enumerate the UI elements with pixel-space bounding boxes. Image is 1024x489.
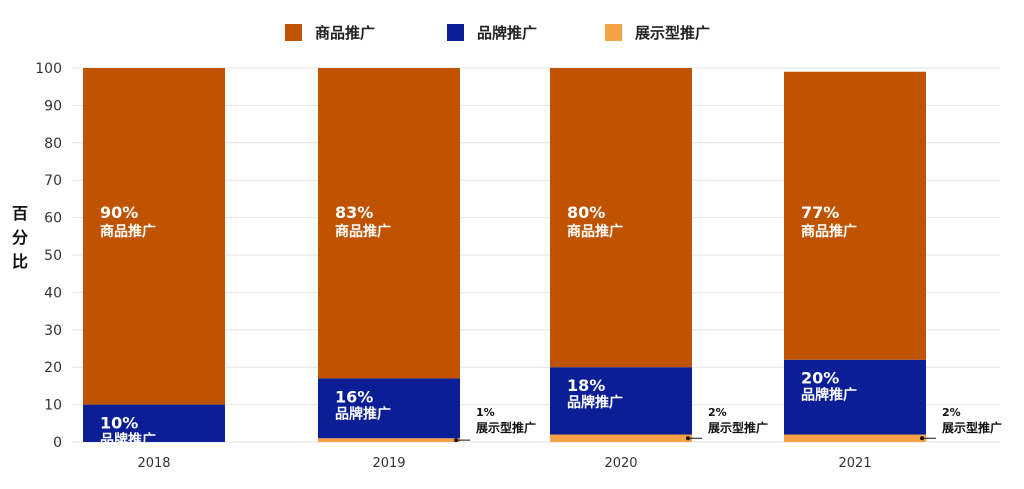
y-axis-label-char: 分 — [12, 228, 28, 247]
y-tick-label: 90 — [44, 98, 62, 114]
y-tick-label: 40 — [44, 285, 62, 301]
legend-label: 展示型推广 — [635, 24, 710, 42]
segment-labels: 90%商品推广10%品牌推广83%商品推广16%品牌推广80%商品推广18%品牌… — [100, 203, 857, 449]
y-axis-label-char: 比 — [12, 252, 28, 271]
x-tick-label: 2019 — [372, 456, 405, 471]
callout-name: 展示型推广 — [942, 420, 1002, 435]
y-axis-ticks: 0 10 20 30 40 50 60 70 80 90 100 — [35, 61, 62, 451]
y-tick-label: 80 — [44, 136, 62, 152]
x-tick-label: 2021 — [838, 456, 871, 471]
legend-label: 品牌推广 — [477, 24, 537, 42]
legend-swatch — [605, 24, 622, 41]
x-tick-label: 2020 — [604, 456, 637, 471]
segment-label-value: 18% — [567, 376, 605, 395]
y-tick-label: 50 — [44, 248, 62, 264]
bar-segment — [550, 68, 692, 368]
x-tick-label: 2018 — [137, 456, 170, 471]
segment-label-name: 商品推广 — [335, 223, 391, 240]
y-tick-label: 20 — [44, 360, 62, 376]
bar-segment — [83, 404, 225, 442]
segment-label-value: 90% — [100, 203, 138, 222]
segment-label-name: 品牌推广 — [335, 405, 391, 422]
bar-segment — [784, 71, 926, 360]
segment-label-value: 83% — [335, 203, 373, 222]
bar-segment — [83, 68, 225, 405]
y-tick-label: 70 — [44, 173, 62, 189]
segment-label-name: 商品推广 — [801, 223, 857, 240]
y-tick-label: 10 — [44, 398, 62, 414]
bar-segment — [318, 68, 460, 379]
legend-label: 商品推广 — [315, 24, 375, 42]
callout-dot — [686, 436, 690, 441]
y-tick-label: 60 — [44, 211, 62, 227]
legend-swatch — [447, 24, 464, 41]
segment-label-name: 品牌推广 — [100, 432, 156, 449]
bar-segment — [550, 367, 692, 435]
y-tick-label: 30 — [44, 323, 62, 339]
legend: 商品推广 品牌推广 展示型推广 — [285, 24, 710, 42]
callout-value: 2% — [708, 406, 727, 419]
bar-segment — [550, 434, 692, 442]
x-axis-ticks: 2018 2019 2020 2021 — [137, 456, 871, 471]
callout-name: 展示型推广 — [476, 420, 536, 435]
bars — [83, 68, 926, 442]
bar-segment — [318, 378, 460, 439]
y-tick-label: 0 — [53, 435, 62, 451]
callout-name: 展示型推广 — [708, 420, 768, 435]
callout-dot — [920, 436, 924, 441]
bar-segment — [784, 434, 926, 442]
segment-label-name: 商品推广 — [567, 223, 623, 240]
y-tick-label: 100 — [35, 61, 62, 77]
callout-value: 2% — [942, 406, 961, 419]
segment-label-name: 商品推广 — [100, 223, 156, 240]
segment-label-name: 品牌推广 — [801, 387, 857, 404]
segment-label-value: 10% — [100, 414, 138, 433]
segment-label-value: 80% — [567, 203, 605, 222]
bar-segment — [784, 359, 926, 435]
bar-segment — [318, 438, 460, 442]
y-axis-label-char: 百 — [12, 204, 28, 223]
segment-label-value: 20% — [801, 369, 839, 388]
segment-label-value: 16% — [335, 387, 373, 406]
callout-dot — [454, 438, 458, 443]
callout-value: 1% — [476, 406, 495, 419]
y-axis-label: 百分比 — [12, 204, 28, 271]
segment-label-value: 77% — [801, 203, 839, 222]
segment-label-name: 品牌推广 — [567, 394, 623, 411]
legend-swatch — [285, 24, 302, 41]
